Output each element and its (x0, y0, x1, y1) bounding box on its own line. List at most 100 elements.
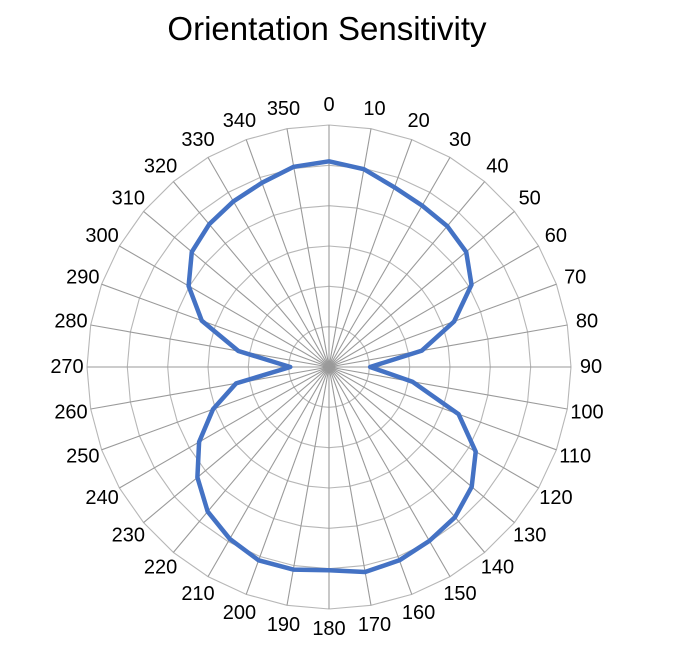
grid-spoke (328, 324, 568, 368)
grid-spoke (90, 366, 330, 410)
angle-tick-label: 170 (358, 614, 391, 636)
data-point (327, 568, 331, 572)
angle-tick-label: 180 (312, 618, 345, 640)
angle-tick-label: 350 (267, 98, 300, 120)
angle-tick-label: 40 (486, 155, 508, 177)
data-point (392, 185, 396, 189)
data-point (234, 381, 238, 385)
data-point (363, 570, 367, 574)
data-point (195, 475, 199, 479)
angle-tick-label: 10 (363, 98, 385, 120)
angle-tick-label: 280 (54, 311, 87, 333)
data-point (410, 380, 414, 384)
data-point (327, 159, 331, 163)
data-point (257, 558, 261, 562)
grid-spoke (119, 366, 330, 489)
data-point (206, 510, 210, 514)
grid-spoke (328, 181, 486, 368)
data-point (464, 250, 468, 254)
data-point (420, 204, 424, 208)
data-point (397, 558, 401, 562)
grid-spoke (172, 366, 330, 553)
grid-spoke (328, 210, 515, 368)
grid-spoke (328, 157, 451, 368)
grid-spoke (286, 366, 330, 606)
angle-tick-label: 250 (66, 446, 99, 468)
data-point (197, 440, 201, 444)
grid-spoke (328, 366, 372, 606)
grid-spoke (328, 283, 557, 368)
chart-title: Orientation Sensitivity (167, 10, 487, 47)
angle-tick-label: 300 (85, 225, 118, 247)
angle-tick-label: 110 (559, 446, 591, 468)
grid-spoke (143, 210, 330, 368)
grid-spoke (90, 324, 330, 368)
angle-tick-label: 100 (570, 402, 603, 424)
data-point (470, 485, 474, 489)
angle-tick-label: 270 (50, 356, 83, 378)
angle-tick-label: 30 (449, 129, 471, 151)
angle-tick-label: 210 (181, 583, 214, 605)
angle-tick-label: 340 (223, 110, 256, 132)
angle-tick-label: 330 (181, 129, 214, 151)
series-layer (186, 159, 478, 575)
data-point (474, 450, 478, 454)
grid-spoke (143, 366, 330, 524)
data-point (236, 349, 240, 353)
data-point (445, 224, 449, 228)
data-point (457, 412, 461, 416)
data-point (427, 539, 431, 543)
angle-tick-label: 50 (519, 188, 541, 210)
angle-tick-label: 220 (144, 557, 177, 579)
data-point (190, 250, 194, 254)
angle-tick-label: 290 (66, 266, 99, 288)
grid-spoke (207, 366, 330, 577)
grid (86, 124, 572, 610)
data-point (187, 284, 191, 288)
angle-tick-label: 200 (223, 602, 256, 624)
grid-spoke (245, 366, 330, 595)
angle-tick-label: 230 (112, 524, 145, 546)
grid-spoke (328, 245, 539, 368)
grid-spoke (328, 366, 515, 524)
angle-tick-label: 260 (54, 402, 87, 424)
angle-tick-label: 140 (481, 557, 514, 579)
angle-tick-label: 90 (580, 356, 602, 378)
grid-spoke (101, 283, 330, 368)
grid-spoke (328, 139, 413, 368)
data-point (231, 199, 235, 203)
grid-spoke (328, 366, 539, 489)
data-point (420, 349, 424, 353)
data-point (211, 407, 215, 411)
angle-tick-label: 70 (564, 266, 586, 288)
data-point (260, 181, 264, 185)
angle-tick-label: 310 (112, 188, 145, 210)
data-point (452, 319, 456, 324)
data-point (368, 365, 372, 369)
grid-spoke (245, 139, 330, 368)
angle-tick-label: 120 (539, 487, 572, 509)
angle-tick-label: 150 (443, 583, 476, 605)
grid-spoke (328, 366, 568, 410)
angle-tick-label: 0 (323, 94, 334, 116)
data-point (228, 537, 232, 541)
angle-tick-label: 20 (407, 110, 429, 132)
data-point (207, 222, 211, 226)
data-point (453, 515, 457, 519)
data-point (469, 283, 474, 287)
grid-spoke (328, 366, 486, 553)
angle-tick-label: 160 (402, 602, 435, 624)
grid-spoke (172, 181, 330, 368)
grid-spoke (207, 157, 330, 368)
angle-tick-label: 130 (513, 524, 546, 546)
angle-tick-label: 320 (144, 155, 177, 177)
grid-spoke (119, 245, 330, 368)
angle-tick-label: 190 (267, 614, 300, 636)
angle-tick-label: 60 (545, 225, 567, 247)
angle-tick-label: 80 (576, 311, 598, 333)
grid-spoke (328, 366, 413, 595)
grid-spoke (328, 366, 557, 451)
data-point (288, 365, 292, 369)
angle-tick-label: 240 (85, 487, 118, 509)
